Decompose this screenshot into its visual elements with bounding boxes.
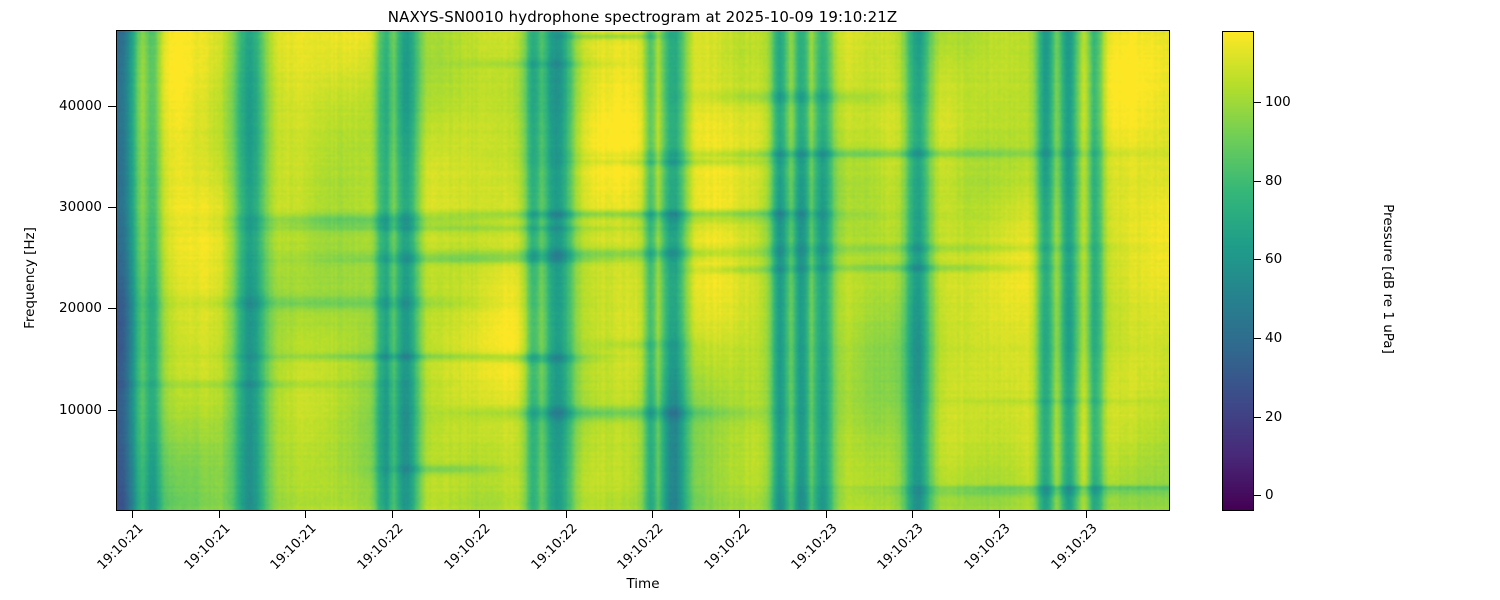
colorbar-tick [1254, 416, 1261, 418]
x-axis-tick-label: 19:10:21 [94, 521, 147, 573]
y-axis-tick [108, 207, 116, 209]
x-axis-tick [652, 511, 654, 518]
x-axis-tick-label: 19:10:21 [268, 521, 320, 573]
colorbar-tick-label: 20 [1265, 408, 1283, 425]
colorbar-gradient [1223, 32, 1253, 510]
y-axis-tick-label: 10000 [59, 401, 102, 418]
y-axis-tick-label: 40000 [59, 97, 102, 114]
x-axis-tick-label: 19:10:23 [1048, 521, 1101, 573]
x-axis-label: Time [626, 576, 660, 592]
y-axis-tick-label: 30000 [59, 199, 102, 216]
colorbar-tick [1254, 101, 1261, 103]
colorbar-tick [1254, 259, 1261, 261]
colorbar-tick [1254, 180, 1261, 182]
x-axis-tick-label: 19:10:22 [614, 521, 667, 573]
x-axis-tick [478, 511, 480, 518]
colorbar-tick-label: 40 [1265, 329, 1283, 346]
x-axis-tick [1086, 511, 1088, 518]
x-axis-tick [565, 511, 567, 518]
spectrogram-plot-area [116, 30, 1170, 511]
x-axis-tick-label: 19:10:22 [441, 521, 494, 573]
x-axis-tick [912, 511, 914, 518]
colorbar-tick-label: 80 [1265, 172, 1283, 189]
x-axis-tick [218, 511, 220, 518]
x-axis-tick-label: 19:10:22 [528, 521, 581, 573]
colorbar-tick-label: 0 [1265, 487, 1274, 504]
x-axis-tick [739, 511, 741, 518]
x-axis-tick [825, 511, 827, 518]
x-axis-tick [999, 511, 1001, 518]
y-axis-label: Frequency [Hz] [22, 227, 38, 329]
x-axis-tick-label: 19:10:22 [701, 521, 754, 573]
colorbar-tick [1254, 495, 1261, 497]
colorbar [1222, 31, 1254, 511]
x-axis-tick-label: 19:10:23 [788, 521, 841, 573]
spectrogram-image [117, 31, 1169, 510]
figure-title: NAXYS-SN0010 hydrophone spectrogram at 2… [387, 8, 898, 26]
y-axis-tick [108, 308, 116, 310]
colorbar-tick-label: 60 [1265, 251, 1283, 268]
x-axis-tick-label: 19:10:23 [875, 521, 928, 573]
colorbar-tick [1254, 337, 1261, 339]
y-axis-tick-label: 20000 [59, 300, 102, 317]
x-axis-tick-label: 19:10:23 [961, 521, 1014, 573]
x-axis-tick [392, 511, 394, 518]
colorbar-label: Pressure [dB re 1 uPa] [1380, 204, 1396, 354]
y-axis-tick [108, 409, 116, 411]
y-axis-tick [108, 105, 116, 107]
x-axis-tick [132, 511, 134, 518]
colorbar-tick-label: 100 [1265, 93, 1291, 110]
x-axis-tick-label: 19:10:22 [355, 521, 407, 573]
x-axis-tick [305, 511, 307, 518]
x-axis-tick-label: 19:10:21 [181, 521, 234, 573]
